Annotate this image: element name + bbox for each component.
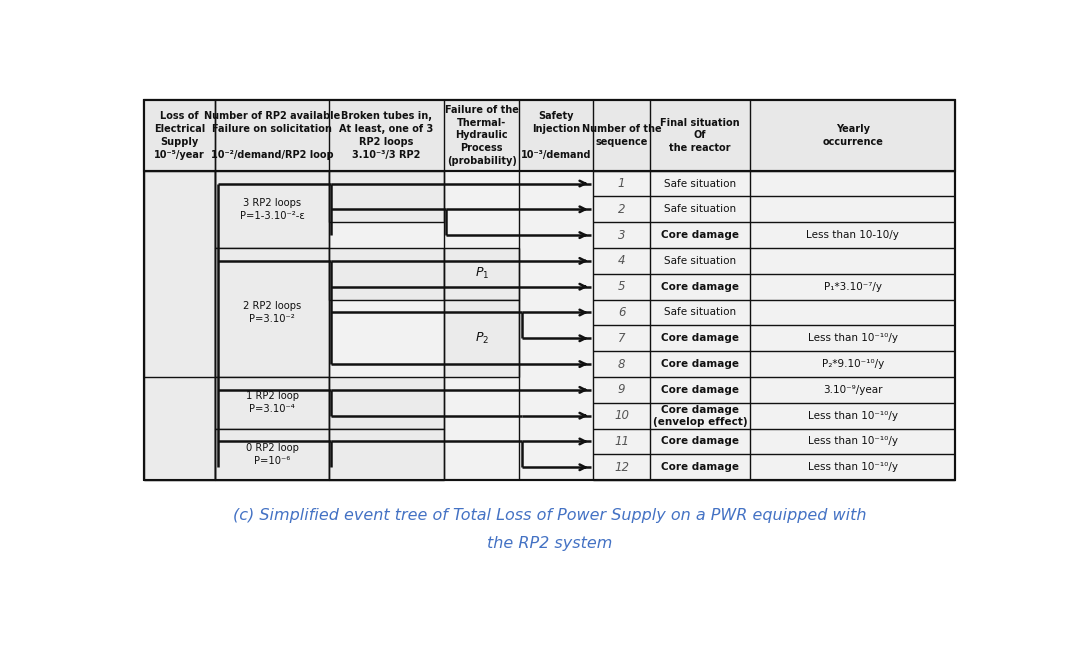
Bar [215,377,329,428]
Text: Core damage: Core damage [661,282,740,291]
Text: Final situation
Of
the reactor: Final situation Of the reactor [660,117,740,153]
Text: P₁*3.10⁻⁷/y: P₁*3.10⁻⁷/y [823,282,881,291]
Text: Core damage: Core damage [661,359,740,369]
Bar [329,377,444,428]
Text: 7: 7 [617,332,625,345]
Text: 2: 2 [617,203,625,216]
Text: 1: 1 [617,177,625,190]
Bar [444,300,520,377]
Text: Core damage: Core damage [661,334,740,343]
Bar [215,171,329,248]
Text: Safe situation: Safe situation [665,178,736,188]
Bar [329,248,444,300]
Text: 10: 10 [614,409,629,422]
Text: P₂*9.10⁻¹⁰/y: P₂*9.10⁻¹⁰/y [821,359,883,369]
Text: 4: 4 [617,254,625,267]
Text: Safe situation: Safe situation [665,204,736,214]
Text: 9: 9 [617,384,625,397]
Text: Less than 10⁻¹⁰/y: Less than 10⁻¹⁰/y [807,437,897,447]
Bar [329,428,444,480]
Bar [144,101,955,171]
Text: 8: 8 [617,358,625,371]
Text: Safe situation: Safe situation [665,256,736,266]
Text: 3.10⁻⁹/year: 3.10⁻⁹/year [823,385,882,395]
Bar [329,171,444,222]
Bar [444,248,520,300]
Text: Number of RP2 available
Failure on solicitation

10⁻²/demand/RP2 loop: Number of RP2 available Failure on solic… [204,111,340,160]
Text: Safe situation: Safe situation [665,308,736,317]
Text: Yearly
occurrence: Yearly occurrence [822,124,883,147]
Text: 11: 11 [614,435,629,448]
Text: Safety
Injection

10⁻³/demand: Safety Injection 10⁻³/demand [521,111,592,160]
Text: 2 RP2 loops
P=3.10⁻²: 2 RP2 loops P=3.10⁻² [243,301,301,324]
Text: Broken tubes in,
At least, one of 3
RP2 loops
3.10⁻³/3 RP2: Broken tubes in, At least, one of 3 RP2 … [340,111,433,160]
Text: 3: 3 [617,228,625,241]
Text: 5: 5 [617,280,625,293]
Text: Less than 10-10/y: Less than 10-10/y [806,230,899,240]
Text: Failure of the
Thermal-
Hydraulic
Process
(probability): Failure of the Thermal- Hydraulic Proces… [445,105,519,166]
Text: 6: 6 [617,306,625,319]
Text: Number of the
sequence: Number of the sequence [582,124,661,147]
Text: (c) Simplified event tree of Total Loss of Power Supply on a PWR equipped with: (c) Simplified event tree of Total Loss … [233,508,866,522]
Text: Less than 10⁻¹⁰/y: Less than 10⁻¹⁰/y [807,411,897,421]
Bar [215,248,329,377]
Text: 1 RP2 loop
P=3.10⁻⁴: 1 RP2 loop P=3.10⁻⁴ [245,391,299,414]
Text: $P_2$: $P_2$ [475,331,489,346]
Text: Less than 10⁻¹⁰/y: Less than 10⁻¹⁰/y [807,334,897,343]
Bar [215,428,329,480]
Text: Loss of
Electrical
Supply
10⁻⁵/year: Loss of Electrical Supply 10⁻⁵/year [154,111,205,160]
Text: Core damage
(envelop effect): Core damage (envelop effect) [653,405,747,426]
Text: 0 RP2 loop
P=10⁻⁶: 0 RP2 loop P=10⁻⁶ [245,443,298,466]
Bar [144,101,955,480]
Text: Core damage: Core damage [661,230,740,240]
Text: 12: 12 [614,461,629,474]
Text: Less than 10⁻¹⁰/y: Less than 10⁻¹⁰/y [807,462,897,472]
Text: Core damage: Core damage [661,385,740,395]
Text: 3 RP2 loops
P=1-3.10⁻²-ε: 3 RP2 loops P=1-3.10⁻²-ε [240,198,304,221]
Text: $P_1$: $P_1$ [475,266,489,282]
Text: Core damage: Core damage [661,462,740,472]
Text: the RP2 system: the RP2 system [487,536,612,551]
Text: Core damage: Core damage [661,437,740,447]
Bar [144,171,215,480]
